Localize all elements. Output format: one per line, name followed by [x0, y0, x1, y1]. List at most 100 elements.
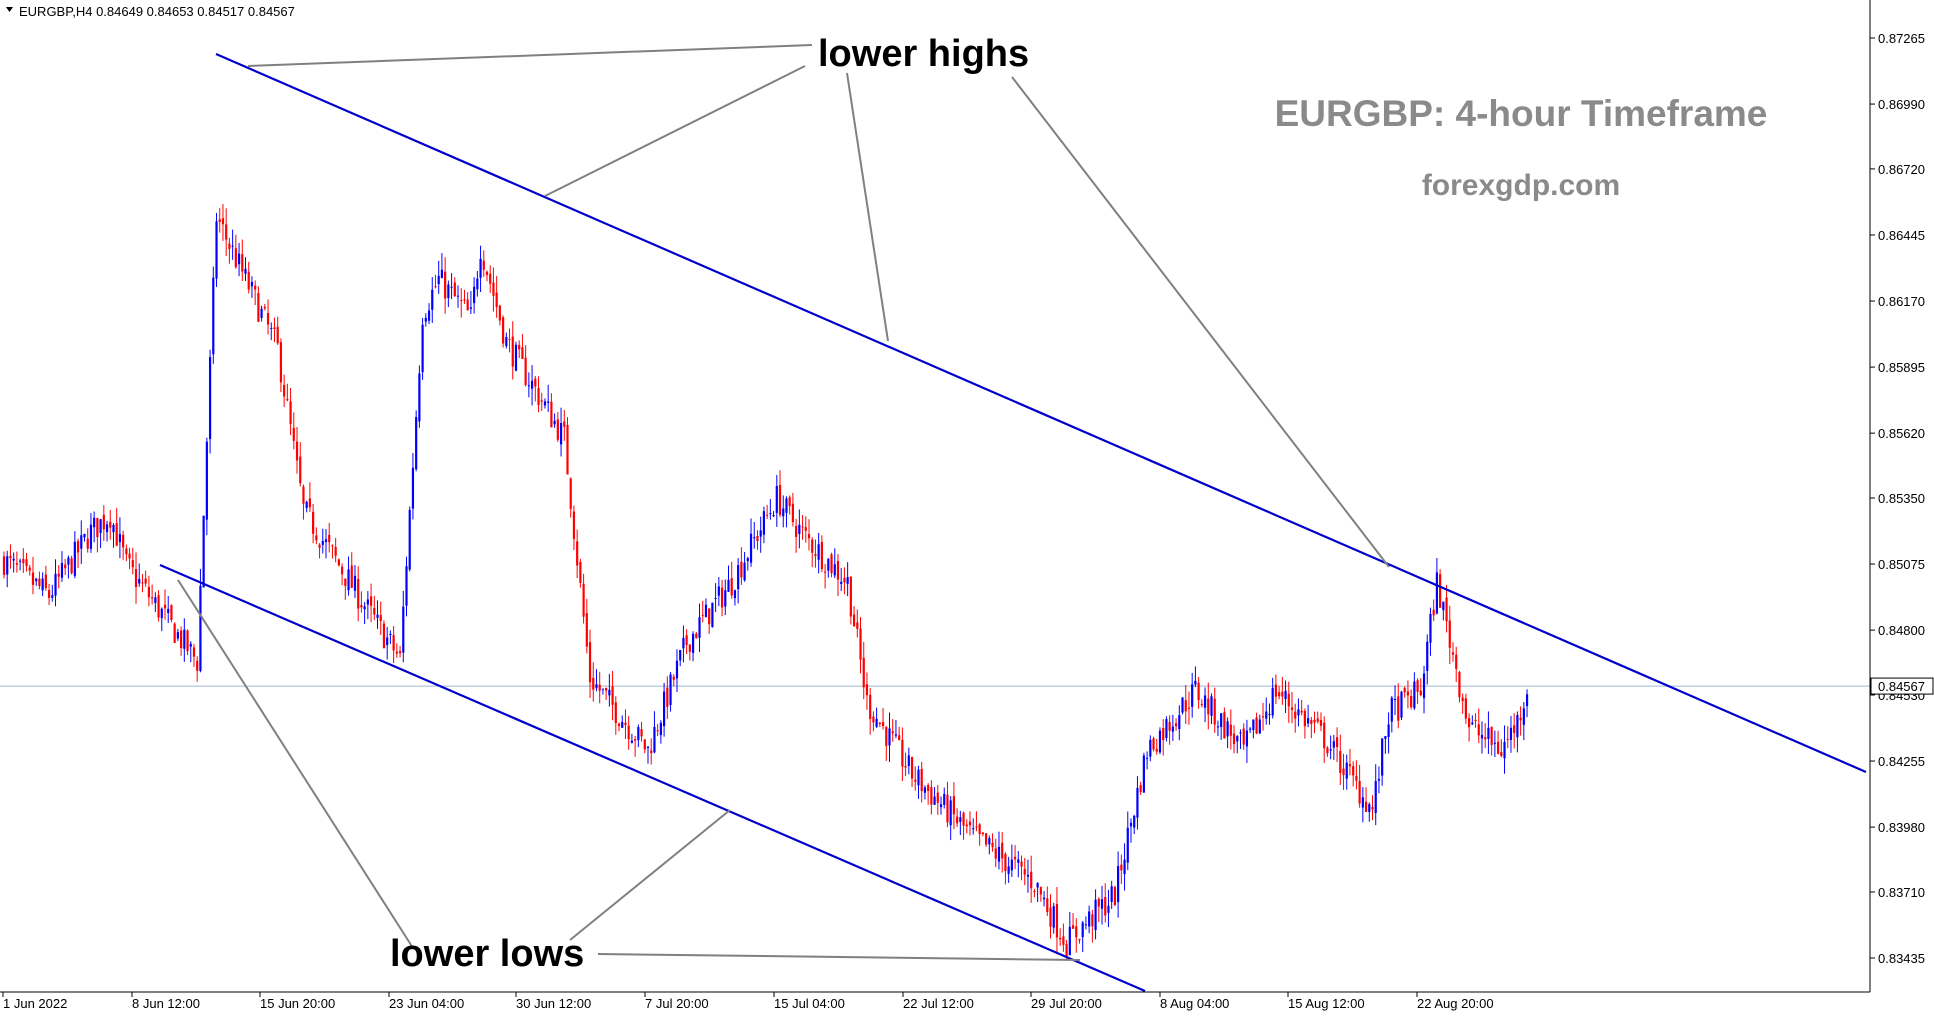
candle-body: [479, 258, 482, 278]
triangle-down-icon: [6, 7, 13, 12]
candle-body: [160, 608, 163, 619]
candle-body: [1371, 806, 1374, 810]
candle-body: [865, 684, 869, 696]
candle-body: [286, 398, 289, 401]
candle-body: [1178, 715, 1181, 730]
candle-body: [740, 561, 743, 578]
candle-body: [225, 224, 228, 240]
candle-body: [337, 559, 340, 566]
candle-body: [885, 727, 888, 746]
candle-body: [569, 478, 572, 509]
candle-body: [1265, 711, 1268, 719]
candle-body: [1461, 697, 1464, 702]
candle-body: [907, 755, 910, 766]
candle-body: [1094, 899, 1097, 931]
lower-trendline: [159, 563, 1146, 993]
candle-body: [733, 590, 737, 599]
candle-body: [392, 635, 395, 651]
candle-body: [910, 757, 914, 779]
candle-body: [366, 599, 369, 605]
candle-body: [141, 582, 144, 584]
x-tick-label: 15 Aug 12:00: [1288, 996, 1365, 1011]
candle-body: [1339, 751, 1342, 773]
candle-body: [975, 826, 978, 828]
x-tick-label: 22 Jul 12:00: [903, 996, 974, 1011]
candle-body: [576, 541, 579, 566]
candle-body: [1381, 738, 1384, 776]
candle-body: [559, 423, 563, 445]
candle-body: [894, 734, 898, 736]
candle-body: [1065, 943, 1068, 956]
candle-body: [936, 792, 939, 803]
candle-body: [189, 643, 192, 647]
candle-body: [427, 310, 431, 321]
x-tick-label: 22 Aug 20:00: [1417, 996, 1494, 1011]
candle-body: [70, 558, 73, 574]
candle-body: [231, 245, 234, 247]
y-tick-label: 0.86990: [1878, 97, 1925, 112]
candle-body: [869, 694, 872, 719]
candle-body: [202, 515, 205, 588]
candle-body: [1290, 707, 1294, 710]
candle-body: [270, 327, 273, 329]
candle-body: [1046, 898, 1049, 913]
candle-body: [1413, 681, 1416, 709]
candle-body: [1403, 687, 1406, 693]
candle-body: [318, 544, 321, 548]
candle-body: [1374, 780, 1377, 814]
candle-body: [1152, 738, 1155, 750]
candle-body: [405, 566, 408, 606]
candle-body: [1297, 709, 1300, 716]
candle-body: [1013, 856, 1017, 860]
candle-body: [588, 642, 592, 683]
candle-body: [1271, 687, 1274, 716]
candle-body: [1049, 907, 1052, 927]
candle-body: [1001, 842, 1004, 859]
candle-body: [1274, 684, 1277, 697]
candle-body: [872, 716, 875, 723]
candle-body: [917, 769, 920, 786]
candle-body: [933, 796, 936, 805]
candle-body: [1503, 742, 1506, 759]
y-tick-label: 0.86720: [1878, 162, 1925, 177]
candle-body: [943, 794, 946, 805]
y-tick-label: 0.86170: [1878, 294, 1925, 309]
candle-body: [431, 289, 434, 310]
candle-body: [186, 630, 189, 652]
y-tick-label: 0.87265: [1878, 31, 1925, 46]
x-tick-label: 1 Jun 2022: [3, 996, 67, 1011]
candle-body: [817, 544, 820, 560]
x-axis: 1 Jun 2022 8 Jun 12:00 15 Jun 20:00 23 Jun …: [0, 991, 1870, 1011]
candle-body: [1377, 778, 1381, 781]
candle-body: [173, 623, 176, 643]
candle-body: [302, 486, 305, 504]
candle-body: [527, 385, 530, 387]
candle-body: [151, 597, 154, 599]
candle-body: [798, 524, 801, 534]
y-tick-label: 0.84255: [1878, 754, 1925, 769]
y-tick-label: 0.83435: [1878, 951, 1925, 966]
candle-body: [328, 534, 331, 543]
candle-body: [730, 578, 733, 596]
candle-body: [898, 735, 901, 740]
candle-body: [914, 779, 917, 782]
candle-body: [737, 565, 740, 590]
candle-body: [1387, 724, 1390, 737]
candle-body: [505, 337, 508, 347]
candle-body: [93, 517, 96, 528]
candle-body: [756, 536, 759, 542]
candle-body: [1287, 693, 1290, 707]
candle-body: [353, 575, 357, 591]
candle-body: [720, 587, 724, 608]
candle-body: [250, 281, 254, 287]
candle-body: [1207, 698, 1210, 715]
symbol-header: EURGBP,H4 0.84649 0.84653 0.84517 0.8456…: [6, 4, 295, 19]
candle-body: [469, 307, 472, 309]
candle-body: [1155, 748, 1158, 752]
candle-body: [44, 574, 47, 589]
candle-body: [778, 484, 782, 515]
candle-body: [592, 677, 595, 690]
candle-body: [170, 604, 173, 620]
candle-body: [1432, 609, 1435, 616]
